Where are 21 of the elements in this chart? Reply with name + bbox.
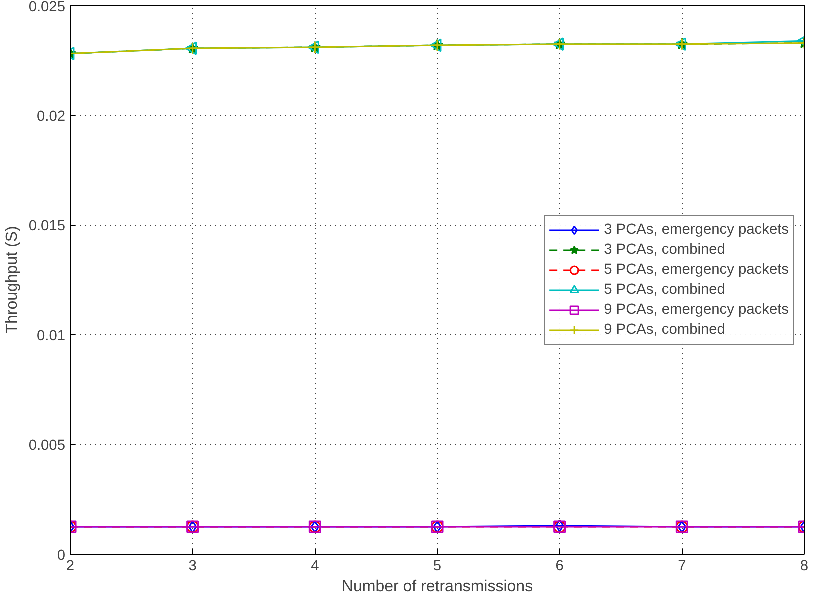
legend-label: 9 PCAs, emergency packets [604,300,789,318]
legend-label: 3 PCAs, emergency packets [604,220,789,238]
y-tick-label: 0.015 [28,218,66,235]
y-tick-label: 0.01 [36,328,66,344]
x-tick-label: 8 [800,558,809,574]
x-tick-label: 3 [188,558,197,574]
legend-label: 3 PCAs, combined [604,240,726,258]
x-tick-label: 5 [433,558,442,574]
y-tick-label: 0 [57,548,66,564]
y-axis-title: Throughput (S) [4,226,21,334]
x-tick-label: 6 [556,558,564,574]
y-tick-label: 0.005 [28,438,66,454]
y-tick-label: 0.025 [28,0,66,16]
legend-label: 5 PCAs, emergency packets [604,260,789,278]
x-axis-title: Number of retransmissions [342,578,534,596]
legend-label: 9 PCAs, combined [604,320,726,338]
x-tick-label: 7 [678,558,686,574]
y-tick-label: 0.02 [36,108,66,125]
legend-label: 5 PCAs, combined [604,280,726,298]
x-tick-label: 4 [311,558,320,574]
x-tick-label: 2 [66,558,75,574]
